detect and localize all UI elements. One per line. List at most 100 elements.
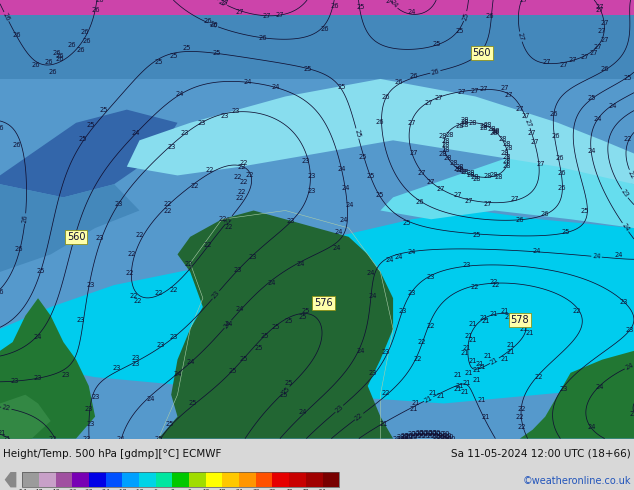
Text: 24: 24 [367, 270, 375, 276]
Text: 27: 27 [536, 161, 545, 167]
Text: 22: 22 [134, 298, 142, 304]
Text: 27: 27 [470, 88, 479, 94]
Text: 27: 27 [505, 92, 513, 98]
Polygon shape [0, 211, 634, 403]
Bar [223, 472, 239, 488]
Text: 23: 23 [112, 365, 121, 371]
Text: 23: 23 [115, 201, 123, 207]
Text: 23: 23 [211, 290, 221, 300]
Text: 28: 28 [492, 129, 500, 135]
Text: 20: 20 [429, 430, 437, 436]
Text: 21: 21 [424, 394, 434, 403]
Text: 21: 21 [380, 421, 388, 427]
Text: 27: 27 [418, 170, 426, 176]
Text: 25: 25 [353, 128, 361, 138]
Text: 21: 21 [481, 318, 489, 324]
Text: 25: 25 [356, 4, 365, 10]
Text: 20: 20 [409, 434, 418, 440]
Text: 23: 23 [91, 394, 100, 400]
Text: 22: 22 [233, 174, 242, 180]
Text: 24: 24 [593, 116, 602, 122]
Text: 27: 27 [511, 196, 519, 202]
Text: 23: 23 [382, 349, 390, 355]
Text: 24: 24 [386, 0, 394, 4]
Text: 21: 21 [465, 333, 473, 339]
Text: 25: 25 [261, 333, 269, 339]
Text: 28: 28 [441, 142, 450, 148]
Text: 23: 23 [231, 108, 240, 115]
Text: 20: 20 [396, 436, 405, 441]
Bar [72, 472, 89, 488]
Text: 22: 22 [534, 374, 543, 380]
Text: 24: 24 [609, 102, 617, 109]
Text: 27: 27 [515, 105, 524, 112]
Text: 22: 22 [136, 232, 144, 238]
Text: 27: 27 [276, 12, 284, 18]
Text: 20: 20 [441, 431, 450, 437]
Text: 26: 26 [44, 59, 53, 65]
Text: 26: 26 [15, 246, 23, 252]
Text: 27: 27 [221, 0, 229, 6]
Text: 23: 23 [170, 334, 178, 341]
Text: 21: 21 [473, 367, 481, 372]
Text: 21: 21 [519, 325, 528, 332]
Text: 22: 22 [354, 412, 365, 421]
Text: 26: 26 [555, 155, 564, 161]
Text: 26: 26 [416, 199, 424, 205]
Text: 26: 26 [541, 211, 549, 217]
Text: 27: 27 [500, 85, 509, 91]
Text: 26: 26 [82, 38, 91, 44]
Text: 24: 24 [341, 185, 350, 191]
Text: 21: 21 [479, 315, 488, 321]
Text: 25: 25 [165, 421, 174, 427]
Text: 20: 20 [435, 433, 443, 439]
Text: 25: 25 [301, 308, 309, 314]
Text: ©weatheronline.co.uk: ©weatheronline.co.uk [522, 476, 631, 486]
Text: 23: 23 [426, 274, 435, 280]
Text: 20: 20 [443, 433, 451, 439]
Text: 25: 25 [358, 154, 367, 160]
Text: 27: 27 [568, 57, 577, 63]
Text: 20: 20 [429, 431, 437, 437]
Text: 27: 27 [593, 44, 602, 50]
Text: 25: 25 [630, 411, 634, 416]
Text: 26: 26 [76, 47, 85, 53]
Text: 26: 26 [13, 32, 21, 38]
Text: 27: 27 [530, 139, 539, 145]
Text: 21: 21 [469, 321, 477, 327]
Text: 20: 20 [420, 431, 429, 437]
Text: 26: 26 [0, 124, 4, 131]
Text: 25: 25 [375, 192, 384, 198]
FancyArrow shape [4, 472, 16, 488]
Text: 28: 28 [467, 170, 475, 176]
Bar [22, 472, 339, 488]
Text: 28: 28 [456, 123, 464, 129]
Bar [22, 472, 39, 488]
Text: 26: 26 [259, 35, 267, 41]
Text: 23: 23 [462, 263, 470, 269]
Bar [172, 472, 189, 488]
Bar [323, 472, 339, 488]
Text: 26: 26 [53, 50, 61, 56]
Text: 21: 21 [484, 353, 492, 359]
Text: 20: 20 [409, 433, 418, 439]
Text: 24: 24 [587, 148, 596, 154]
Text: 23: 23 [301, 158, 309, 164]
Text: 27: 27 [522, 113, 530, 119]
Text: 22: 22 [492, 282, 500, 288]
Text: 21: 21 [469, 358, 477, 364]
Text: 20: 20 [405, 433, 413, 439]
Text: 27: 27 [543, 59, 552, 65]
Text: 23: 23 [221, 113, 229, 119]
Text: 21: 21 [469, 337, 477, 343]
Text: 28: 28 [490, 130, 498, 137]
Text: 22: 22 [235, 195, 244, 201]
Text: 24: 24 [339, 217, 348, 223]
Bar [205, 472, 223, 488]
Text: 21: 21 [410, 406, 418, 412]
Text: 26: 26 [210, 22, 218, 28]
Text: 28: 28 [505, 145, 513, 151]
Bar [0, 0, 634, 79]
Text: 24: 24 [346, 202, 354, 208]
Text: 24: 24 [34, 334, 42, 341]
